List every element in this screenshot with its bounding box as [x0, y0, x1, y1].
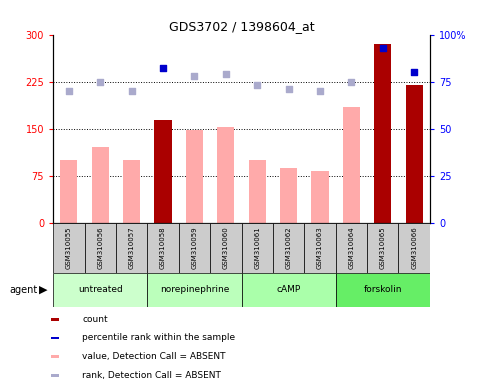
Bar: [147, 273, 242, 307]
Bar: [343, 107, 360, 223]
Point: [285, 86, 293, 92]
Bar: [147, 223, 179, 273]
Bar: [116, 223, 147, 273]
Bar: [217, 127, 234, 223]
Text: GSM310064: GSM310064: [348, 226, 355, 269]
Bar: [336, 223, 367, 273]
Point: [316, 88, 324, 94]
Text: value, Detection Call = ABSENT: value, Detection Call = ABSENT: [82, 352, 226, 361]
Bar: [51, 374, 59, 377]
Point: [191, 73, 199, 79]
Text: rank, Detection Call = ABSENT: rank, Detection Call = ABSENT: [82, 371, 221, 380]
Text: agent: agent: [10, 285, 38, 295]
Text: GSM310061: GSM310061: [254, 226, 260, 269]
Bar: [406, 85, 423, 223]
Bar: [242, 223, 273, 273]
Text: GSM310057: GSM310057: [128, 226, 135, 269]
Text: GSM310059: GSM310059: [191, 226, 198, 269]
Bar: [51, 337, 59, 339]
Bar: [179, 223, 210, 273]
Point: [222, 71, 230, 77]
Point: [379, 45, 387, 51]
Bar: [374, 44, 391, 223]
Point: [159, 65, 167, 71]
Bar: [85, 223, 116, 273]
Bar: [53, 223, 85, 273]
Bar: [60, 160, 77, 223]
Bar: [398, 223, 430, 273]
Text: GSM310055: GSM310055: [66, 227, 72, 269]
Bar: [53, 273, 147, 307]
Bar: [367, 223, 398, 273]
Text: GSM310065: GSM310065: [380, 226, 386, 269]
Text: GSM310060: GSM310060: [223, 226, 229, 269]
Text: GSM310058: GSM310058: [160, 226, 166, 269]
Point: [97, 79, 104, 85]
Bar: [186, 130, 203, 223]
Bar: [123, 160, 140, 223]
Text: GSM310062: GSM310062: [285, 226, 292, 269]
Point: [411, 69, 418, 75]
Bar: [242, 273, 336, 307]
Point: [253, 82, 261, 88]
Title: GDS3702 / 1398604_at: GDS3702 / 1398604_at: [169, 20, 314, 33]
Text: norepinephrine: norepinephrine: [160, 285, 229, 295]
Text: GSM310056: GSM310056: [97, 226, 103, 269]
Bar: [280, 167, 297, 223]
Text: percentile rank within the sample: percentile rank within the sample: [82, 333, 235, 343]
Text: count: count: [82, 315, 108, 324]
Text: forskolin: forskolin: [364, 285, 402, 295]
Bar: [249, 160, 266, 223]
Point: [348, 79, 355, 85]
Bar: [273, 223, 304, 273]
Bar: [312, 170, 328, 223]
Text: ▶: ▶: [39, 285, 47, 295]
Point: [128, 88, 135, 94]
Bar: [51, 356, 59, 358]
Bar: [336, 273, 430, 307]
Point: [65, 88, 73, 94]
Bar: [155, 121, 171, 223]
Text: GSM310066: GSM310066: [411, 226, 417, 269]
Bar: [304, 223, 336, 273]
Text: untreated: untreated: [78, 285, 123, 295]
Text: GSM310063: GSM310063: [317, 226, 323, 269]
Bar: [51, 318, 59, 321]
Bar: [92, 147, 109, 223]
Bar: [210, 223, 242, 273]
Text: cAMP: cAMP: [276, 285, 301, 295]
